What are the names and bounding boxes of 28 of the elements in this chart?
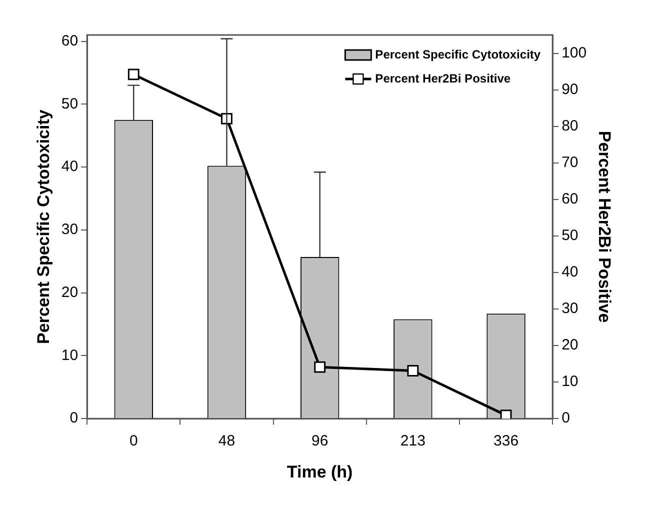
y2-axis-title: Percent Her2Bi Positive (595, 130, 614, 323)
y-tick-label: 50 (61, 95, 78, 112)
y2-tick-label: 70 (562, 154, 578, 172)
y2-tick-label: 10 (562, 373, 578, 390)
x-tick-label: 96 (311, 432, 328, 450)
y2-tick-label: 0 (562, 410, 570, 427)
y2-tick-label: 90 (562, 80, 578, 98)
y-tick-label: 30 (61, 221, 78, 238)
x-tick-label: 336 (494, 432, 519, 450)
legend-label: Percent Specific Cytotoxicity (375, 47, 541, 62)
x-tick-label: 48 (218, 432, 236, 450)
y-tick-label: 0 (70, 410, 78, 427)
y-tick-label: 10 (61, 346, 78, 364)
y-axis-title: Percent Specific Cytotoxicity (34, 109, 53, 344)
y2-tick-label: 40 (562, 264, 578, 281)
y2-tick-label: 80 (562, 117, 578, 134)
x-tick-label: 213 (400, 432, 426, 450)
y-tick-label: 40 (61, 158, 78, 176)
y2-tick-label: 100 (562, 44, 587, 62)
x-tick-label: 0 (129, 432, 138, 450)
y2-tick-label: 30 (562, 300, 578, 318)
y2-tick-label: 50 (562, 227, 578, 244)
y-tick-label: 60 (61, 32, 78, 50)
y-tick-label: 20 (61, 284, 78, 301)
x-axis-title: Time (h) (286, 462, 353, 482)
legend-label: Percent Her2Bi Positive (375, 71, 511, 86)
y2-tick-label: 60 (562, 190, 578, 208)
y2-tick-label: 20 (562, 336, 578, 354)
